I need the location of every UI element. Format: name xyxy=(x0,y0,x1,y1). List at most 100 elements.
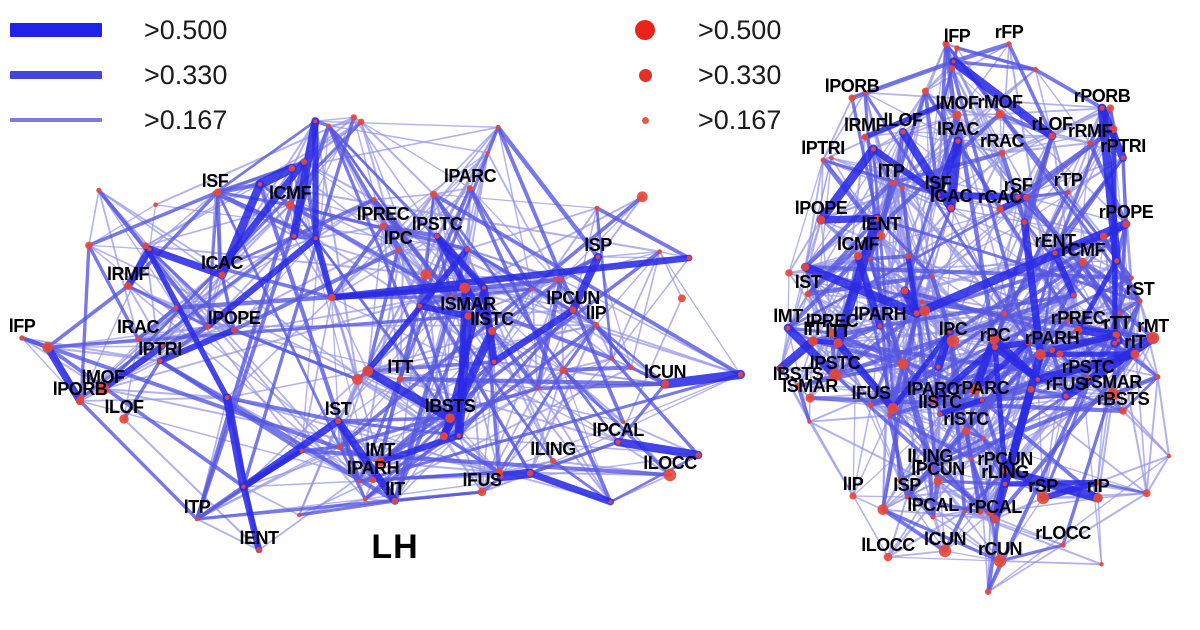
brain-region-node xyxy=(362,496,368,502)
connection-edge xyxy=(1007,42,1054,138)
brain-region-node xyxy=(873,215,881,222)
brain-region-node xyxy=(962,427,970,435)
brain-region-node xyxy=(899,185,905,191)
connection-edge xyxy=(1080,259,1143,304)
edge-legend-label: >0.167 xyxy=(144,105,228,135)
brain-region-node xyxy=(695,452,701,458)
brain-region-node xyxy=(288,164,296,172)
connection-edge xyxy=(900,185,940,483)
brain-region-node xyxy=(968,456,974,461)
brain-region-node xyxy=(801,263,810,272)
connection-edge xyxy=(206,325,624,423)
brain-region-node xyxy=(686,255,692,261)
connection-edge xyxy=(148,204,157,250)
connection-edge xyxy=(357,372,743,483)
brain-region-node xyxy=(147,246,152,252)
connection-edge xyxy=(834,339,897,413)
connection-edge xyxy=(950,207,1006,315)
connection-edge xyxy=(365,248,400,373)
brain-region-node xyxy=(930,274,935,279)
connection-edge xyxy=(927,374,1160,471)
brain-region-label: lFP xyxy=(944,26,971,46)
connection-edge xyxy=(1096,480,1148,495)
connection-edge xyxy=(289,117,320,241)
connection-edge xyxy=(796,384,812,424)
brain-region-node xyxy=(417,303,423,309)
brain-region-label: lISTC xyxy=(918,392,962,412)
brain-region-label: lPC xyxy=(384,228,413,248)
connection-edge xyxy=(951,41,1012,64)
connection-edge xyxy=(886,510,966,559)
connection-edge xyxy=(1020,218,1045,359)
brain-region-node xyxy=(883,552,893,562)
brain-region-node xyxy=(919,299,925,305)
brain-region-node xyxy=(459,282,471,294)
brain-region-label: lPTRI xyxy=(138,339,182,359)
brain-region-node xyxy=(988,333,1000,345)
connection-edge xyxy=(804,219,822,268)
brain-region-node xyxy=(893,179,899,185)
brain-region-label: lSP xyxy=(893,475,921,495)
brain-region-label: rPARC xyxy=(955,378,1010,398)
brain-region-label: rRAC xyxy=(980,131,1025,151)
nodes xyxy=(778,40,1172,595)
brain-region-node xyxy=(828,368,842,382)
brain-region-node xyxy=(1099,232,1108,241)
node-swatch-box xyxy=(632,20,658,40)
connection-edge xyxy=(468,186,534,291)
connection-edge xyxy=(1024,190,1070,199)
brain-region-node xyxy=(942,40,950,48)
connection-edge xyxy=(901,187,952,209)
connection-edge xyxy=(291,197,376,239)
connection-edge xyxy=(381,224,400,252)
brain-region-node xyxy=(1099,562,1104,567)
brain-region-label: rPOPE xyxy=(1099,202,1154,222)
brain-region-node xyxy=(396,375,404,383)
connection-edge xyxy=(79,234,296,400)
connection-edge xyxy=(787,219,822,274)
brain-region-node xyxy=(993,554,1007,568)
connection-edge xyxy=(144,244,367,501)
connection-edge xyxy=(145,245,226,279)
node-swatch-box xyxy=(632,116,658,124)
connection-edge xyxy=(441,434,502,475)
brain-region-label: lTT xyxy=(825,321,851,341)
brain-region-node xyxy=(862,90,868,95)
connection-edge xyxy=(255,163,297,189)
connection-edge xyxy=(300,296,333,452)
connection-edge xyxy=(495,125,601,260)
connection-edge xyxy=(490,306,577,366)
connection-edge xyxy=(951,59,1038,72)
connection-edge xyxy=(215,190,223,271)
connection-edge xyxy=(126,284,210,329)
connection-edge xyxy=(943,41,961,144)
brain-region-node xyxy=(549,457,557,465)
brain-region-node xyxy=(1119,407,1127,415)
brain-region-label: lPARH xyxy=(854,304,906,324)
brain-region-label: rTP xyxy=(1054,170,1083,190)
connection-edge xyxy=(871,147,902,482)
connection-edge xyxy=(213,119,317,195)
brain-region-label: lISTC xyxy=(470,309,514,329)
brain-region-node xyxy=(1154,374,1161,380)
brain-region-node xyxy=(448,294,455,300)
brain-region-node xyxy=(995,109,1005,119)
brain-region-node xyxy=(257,181,263,187)
brain-region-node xyxy=(255,546,263,554)
connection-edge xyxy=(97,189,222,270)
brain-region-label: rCAC xyxy=(978,187,1023,207)
connection-edge xyxy=(456,285,468,439)
connection-edge xyxy=(78,399,199,521)
edge-legend-row: >0.167 xyxy=(10,106,227,134)
node-legend-label: >0.167 xyxy=(698,105,782,135)
connection-edge xyxy=(195,490,484,521)
brain-region-label: lPC xyxy=(939,319,968,339)
brain-region-node xyxy=(326,123,331,128)
connection-edge xyxy=(804,159,824,269)
brain-region-node xyxy=(946,334,960,348)
brain-region-node xyxy=(1032,66,1039,73)
connection-edge xyxy=(940,42,948,107)
brain-region-node xyxy=(887,402,899,414)
connection-edge xyxy=(303,161,405,234)
